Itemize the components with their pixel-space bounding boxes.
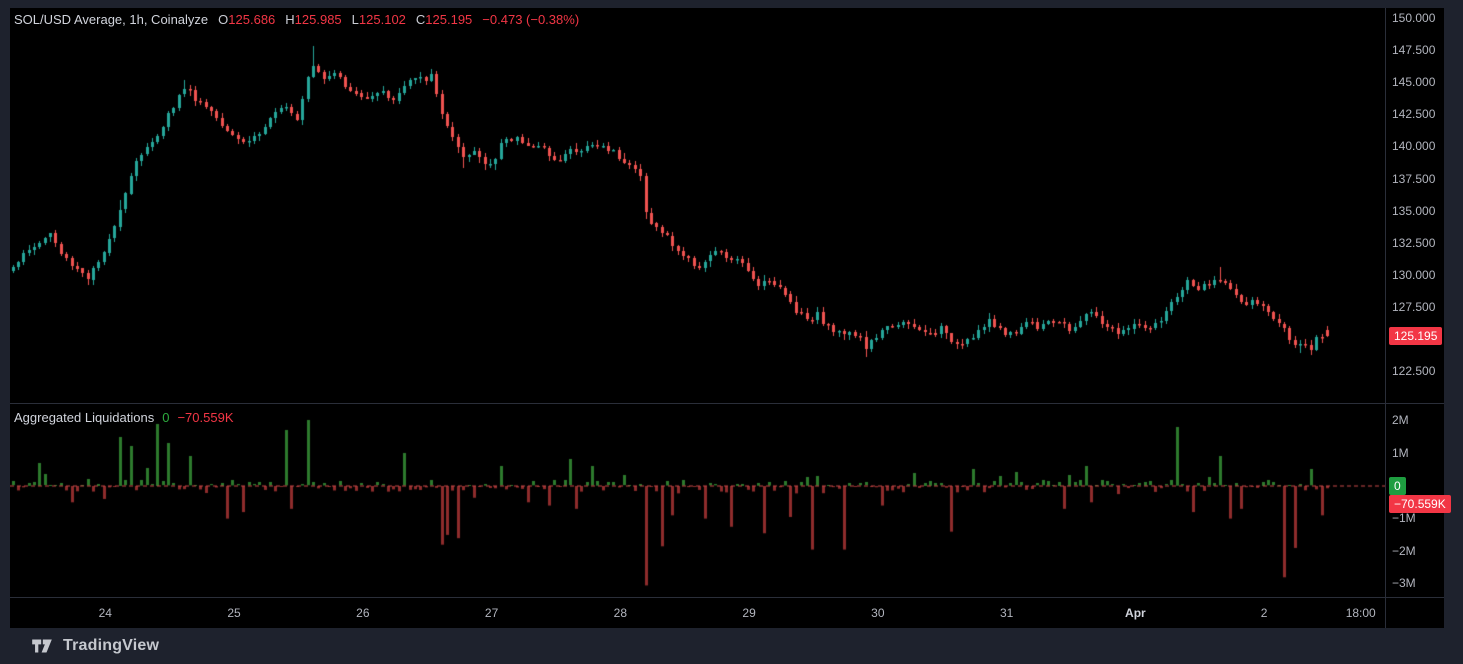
time-axis-label: 2 <box>1260 606 1268 620</box>
price-axis-label: 140.000 <box>1392 139 1436 154</box>
price-axis-label: 137.500 <box>1392 171 1436 186</box>
last-price-badge: 125.195 <box>1389 327 1443 346</box>
price-change: −0.473 (−0.38%) <box>482 12 580 27</box>
liq-axis-label: −3M <box>1392 576 1416 591</box>
time-axis-label: 26 <box>356 606 370 620</box>
time-axis-label: 18:00 <box>1345 606 1376 620</box>
liquidation-pos-badge: 0 <box>1389 476 1406 495</box>
tradingview-logo-link[interactable]: TradingView <box>30 637 159 655</box>
price-scale-border <box>1385 8 1386 628</box>
indicator-legend: Aggregated Liquidations 0 −70.559K <box>14 410 234 425</box>
time-axis-label: 24 <box>98 606 112 620</box>
main-legend: SOL/USD Average, 1h, Coinalyze O125.686 … <box>14 12 579 27</box>
liq-axis-label: 1M <box>1392 445 1409 460</box>
price-axis-label: 150.000 <box>1392 11 1436 25</box>
time-axis-label: 31 <box>999 606 1014 620</box>
indicator-pos-value: 0 <box>162 410 170 425</box>
price-axis-label: 142.500 <box>1392 107 1436 122</box>
price-axis-label: 127.500 <box>1392 299 1436 314</box>
ohlc-close: C125.195 <box>415 12 473 27</box>
liq-axis-label: −1M <box>1392 511 1416 526</box>
ohlc-open: O125.686 <box>218 12 276 27</box>
time-axis-label: 28 <box>613 606 628 620</box>
time-axis[interactable]: 24 25 26 27 28 29 30 31 Apr 2 18:00 <box>10 598 1385 628</box>
symbol-title[interactable]: SOL/USD Average, 1h, Coinalyze <box>14 12 209 27</box>
tradingview-logo-icon <box>32 639 52 653</box>
price-pane-canvas[interactable] <box>10 8 1385 403</box>
time-axis-label: 30 <box>871 606 885 620</box>
price-axis-label: 145.000 <box>1392 75 1436 90</box>
price-axis-label: 132.500 <box>1392 235 1436 250</box>
footer-bar: TradingView <box>0 628 1463 664</box>
time-axis-label: 25 <box>227 606 241 620</box>
time-axis-label: Apr <box>1125 606 1146 620</box>
ohlc-low: L125.102 <box>351 12 406 27</box>
tradingview-brand-text: TradingView <box>63 637 160 654</box>
time-axis-border <box>10 597 1444 598</box>
price-axis-label: 147.500 <box>1392 43 1436 58</box>
indicator-neg-value: −70.559K <box>177 410 234 425</box>
indicator-title[interactable]: Aggregated Liquidations <box>14 410 155 425</box>
liquidation-neg-badge: −70.559K <box>1389 494 1451 513</box>
time-axis-label: 27 <box>484 606 499 620</box>
pane-divider[interactable] <box>10 403 1444 404</box>
time-axis-label: 29 <box>742 606 756 620</box>
price-axis-label: 122.500 <box>1392 364 1436 379</box>
liquidations-pane-canvas[interactable] <box>10 403 1385 597</box>
ohlc-high: H125.985 <box>285 12 342 27</box>
price-axis-label: 130.000 <box>1392 267 1436 282</box>
liq-axis-label: 2M <box>1392 413 1409 428</box>
price-scale[interactable]: 150.000 147.500 145.000 142.500 140.000 137.5… <box>1386 8 1444 597</box>
price-axis-label: 135.000 <box>1392 203 1436 218</box>
liq-axis-label: −2M <box>1392 543 1416 558</box>
